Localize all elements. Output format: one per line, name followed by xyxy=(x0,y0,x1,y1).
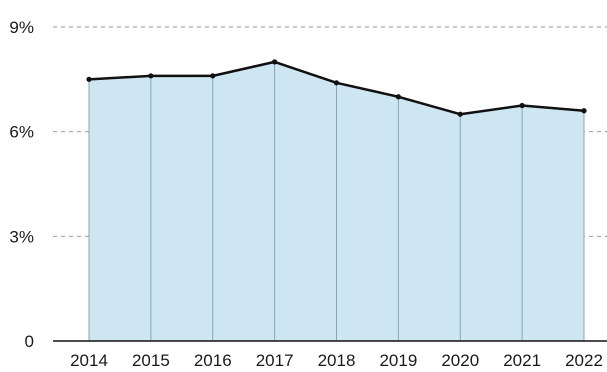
data-point xyxy=(519,102,525,109)
data-point xyxy=(148,73,154,79)
x-tick-label: 2018 xyxy=(318,351,356,370)
x-tick-label: 2017 xyxy=(256,351,294,370)
y-tick-label: 3% xyxy=(9,227,34,246)
x-tick-label: 2016 xyxy=(194,351,232,370)
y-tick-label: 9% xyxy=(9,18,34,37)
x-tick-label: 2014 xyxy=(70,351,108,370)
data-point xyxy=(581,108,587,114)
x-tick-label: 2020 xyxy=(441,351,479,370)
x-tick-label: 2019 xyxy=(379,351,417,370)
x-tick-label: 2021 xyxy=(503,351,541,370)
data-point xyxy=(395,94,401,100)
data-point xyxy=(272,59,278,65)
data-point xyxy=(210,73,216,79)
x-tick-label: 2022 xyxy=(565,351,603,370)
y-axis: 0 3% 6% 9% xyxy=(9,18,607,351)
data-point xyxy=(333,80,340,86)
x-tick-label: 2015 xyxy=(132,351,170,370)
x-axis: 2014 2015 2016 2017 2018 2019 2020 2021 2022 xyxy=(70,351,603,370)
data-point xyxy=(457,111,463,117)
data-points xyxy=(86,59,587,117)
year-dividers xyxy=(88,61,585,341)
y-tick-label: 0 xyxy=(25,332,34,351)
data-point xyxy=(86,76,92,82)
y-tick-label: 6% xyxy=(9,123,34,142)
